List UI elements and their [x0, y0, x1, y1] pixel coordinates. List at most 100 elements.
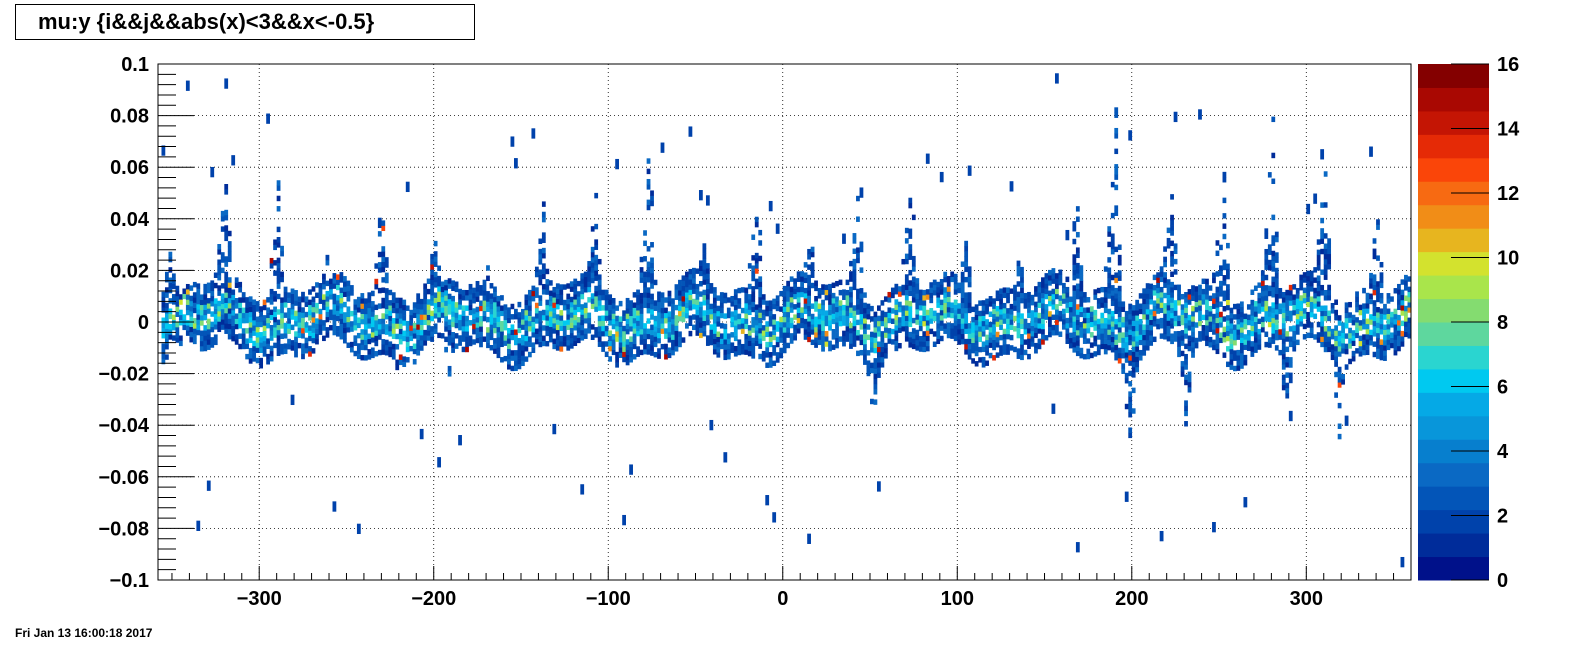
heatmap-cell — [304, 327, 309, 333]
heatmap-cell — [1351, 340, 1356, 346]
heatmap-cell — [971, 327, 976, 333]
heatmap-cell — [796, 271, 801, 277]
heatmap-cell — [1393, 329, 1398, 335]
heatmap-cell — [220, 226, 225, 232]
heatmap-cell — [695, 314, 700, 321]
heatmap-cell — [1397, 289, 1401, 295]
heatmap-cell — [786, 296, 791, 302]
heatmap-cell — [1156, 277, 1161, 283]
heatmap-cell — [880, 315, 885, 322]
heatmap-cell — [430, 269, 435, 275]
heatmap-cell — [1058, 310, 1063, 317]
heatmap-cell — [1288, 362, 1293, 368]
heatmap-cell — [604, 294, 609, 301]
heatmap-cell — [1002, 313, 1007, 319]
heatmap-cell — [1117, 358, 1122, 364]
heatmap-cell — [266, 113, 270, 124]
heatmap-cell — [203, 309, 208, 316]
heatmap-cell — [618, 342, 623, 348]
heatmap-cell — [322, 299, 326, 305]
heatmap-cell — [1208, 336, 1213, 343]
heatmap-cell — [751, 286, 756, 292]
heatmap-cell — [692, 283, 696, 289]
heatmap-cell — [1131, 372, 1136, 378]
heatmap-cell — [838, 315, 843, 322]
heatmap-cell — [1299, 274, 1304, 281]
heatmap-cell — [1351, 356, 1356, 362]
heatmap-cell — [1267, 306, 1272, 312]
heatmap-cell — [573, 299, 578, 305]
heatmap-cell — [1037, 343, 1042, 350]
heatmap-cell — [433, 282, 438, 288]
heatmap-cell — [541, 314, 546, 321]
heatmap-cell — [1309, 306, 1314, 313]
heatmap-cell — [447, 278, 452, 284]
heatmap-cell — [416, 293, 421, 299]
heatmap-cell — [705, 309, 710, 315]
heatmap-cell — [381, 318, 386, 324]
heatmap-cell — [852, 320, 857, 327]
heatmap-cell — [894, 299, 899, 305]
heatmap-cell — [692, 272, 696, 279]
heatmap-cell — [908, 254, 913, 260]
heatmap-cell — [1156, 282, 1161, 289]
heatmap-cell — [349, 290, 354, 296]
heatmap-cell — [377, 267, 382, 273]
heatmap-cell — [744, 323, 749, 330]
heatmap-cell — [360, 293, 365, 299]
heatmap-cell — [259, 311, 264, 317]
heatmap-cell — [370, 301, 375, 307]
heatmap-cell — [842, 330, 846, 337]
heatmap-cell — [1016, 260, 1021, 267]
heatmap-cell — [698, 322, 703, 328]
heatmap-cell — [856, 350, 860, 357]
heatmap-cell — [688, 330, 693, 337]
heatmap-cell — [416, 298, 421, 304]
heatmap-cell — [458, 340, 462, 346]
heatmap-cell — [1075, 206, 1080, 212]
heatmap-cell — [580, 329, 585, 336]
heatmap-cell — [569, 296, 574, 303]
heatmap-cell — [1110, 285, 1115, 291]
heatmap-cell — [597, 258, 602, 265]
heatmap-cell — [590, 293, 595, 299]
heatmap-cell — [1201, 288, 1206, 295]
heatmap-cell — [1030, 325, 1035, 332]
heatmap-cell — [1089, 316, 1094, 323]
heatmap-cell — [723, 349, 728, 355]
heatmap-cell — [1079, 306, 1084, 312]
heatmap-cell — [650, 242, 654, 248]
heatmap-cell — [164, 307, 169, 314]
heatmap-cell — [384, 277, 389, 284]
heatmap-cell — [601, 346, 606, 352]
heatmap-cell — [653, 341, 658, 348]
heatmap-cell — [1292, 335, 1297, 342]
heatmap-cell — [1079, 291, 1084, 297]
heatmap-cell — [1170, 297, 1174, 303]
heatmap-cell — [1163, 292, 1167, 299]
heatmap-cell — [1138, 293, 1143, 299]
heatmap-cell — [1344, 312, 1349, 319]
heatmap-cell — [583, 276, 588, 283]
heatmap-cell — [1124, 347, 1129, 353]
heatmap-cell — [698, 265, 703, 271]
heatmap-cell — [674, 346, 679, 352]
heatmap-cell — [650, 272, 654, 279]
heatmap-cell — [311, 296, 316, 302]
heatmap-cell — [363, 334, 368, 340]
heatmap-cell — [1072, 295, 1077, 302]
heatmap-cell — [1131, 356, 1136, 363]
heatmap-cell — [608, 309, 613, 316]
heatmap-cell — [1260, 296, 1265, 302]
heatmap-cell — [381, 349, 386, 355]
heatmap-cell — [625, 318, 630, 325]
heatmap-cell — [873, 342, 878, 349]
heatmap-cell — [1145, 308, 1150, 315]
heatmap-cell — [807, 290, 811, 296]
heatmap-cell — [262, 330, 267, 337]
heatmap-cell — [1404, 331, 1408, 338]
heatmap-cell — [164, 287, 169, 293]
heatmap-cell — [653, 351, 658, 358]
heatmap-cell — [803, 277, 808, 284]
heatmap-cell — [695, 283, 700, 290]
